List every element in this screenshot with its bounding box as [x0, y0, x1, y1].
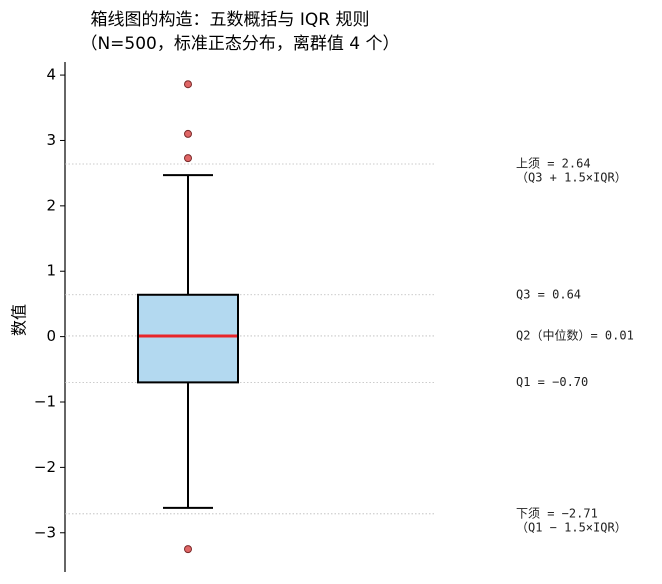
annotation: 上须 = 2.64 [516, 157, 591, 171]
annotation: 下须 = −2.71 [516, 506, 598, 520]
y-tick-label: 3 [46, 131, 56, 149]
annotation: （Q3 + 1.5×IQR） [516, 171, 627, 185]
y-tick-label: 4 [46, 66, 56, 84]
y-tick-label: 0 [46, 327, 56, 345]
y-tick-label: −3 [34, 523, 56, 541]
y-tick-label: −1 [34, 393, 56, 411]
box [137, 293, 239, 384]
annotation: Q2（中位数）= 0.01 [516, 327, 634, 342]
y-tick-label: 1 [46, 262, 56, 280]
outlier [184, 154, 192, 163]
chart-title: 箱线图的构造：五数概括与 IQR 规则 [90, 10, 369, 30]
y-tick-label: −2 [34, 458, 56, 476]
outlier [184, 80, 192, 89]
outlier [184, 129, 192, 138]
annotation: Q3 = 0.64 [516, 287, 581, 301]
y-axis-label: 数值 [10, 304, 29, 336]
annotation: （Q1 − 1.5×IQR） [516, 520, 627, 534]
chart-subtitle: （N=500，标准正态分布，离群值 4 个） [80, 34, 399, 54]
outlier [184, 545, 192, 554]
annotation: Q1 = −0.70 [516, 375, 588, 389]
y-tick-label: 2 [46, 196, 56, 214]
